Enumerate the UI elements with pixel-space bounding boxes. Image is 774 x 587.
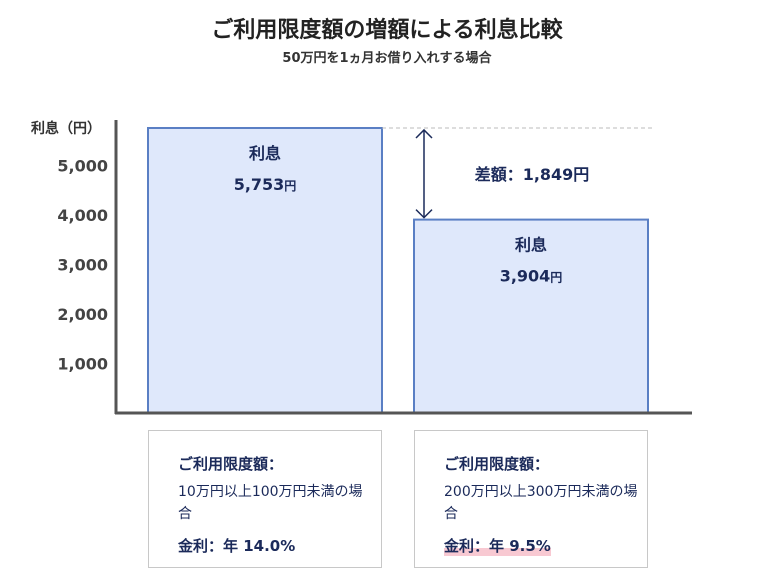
- y-tick-label: 4,000: [57, 206, 108, 225]
- interest-bar-chart: 利息（円）1,0002,0003,0004,0005,000利息5,753円利息…: [31, 120, 692, 415]
- bar: [147, 126, 383, 415]
- y-tick-label: 5,000: [57, 156, 108, 175]
- limit-card-condition: 200万円以上300万円未満の場合: [444, 484, 638, 522]
- difference-arrow-head-down: [415, 209, 433, 219]
- y-tick-label: 3,000: [57, 255, 108, 274]
- bar-caption: 利息: [515, 236, 547, 255]
- chart-title: ご利用限度額の増額による利息比較: [211, 18, 563, 43]
- difference-label: 差額：1,849円: [475, 165, 590, 184]
- chart-subtitle: 50万円を1ヵ月お借り入れする場合: [282, 51, 492, 66]
- bar-value-label: 5,753円: [234, 175, 297, 194]
- y-tick-label: 1,000: [57, 354, 108, 373]
- limit-card-2: ご利用限度額： 200万円以上300万円未満の場合 金利：年 9.5%: [414, 430, 648, 568]
- y-axis-label: 利息（円）: [31, 120, 101, 137]
- limit-card-caption: ご利用限度額：: [178, 455, 284, 473]
- limit-card-rate-highlighted: 金利：年 9.5%: [444, 535, 551, 556]
- limit-card-caption: ご利用限度額：: [444, 455, 550, 473]
- bar: [413, 218, 649, 414]
- limit-card-1: ご利用限度額： 10万円以上100万円未満の場合 金利：年 14.0%: [148, 430, 382, 568]
- limit-card-condition: 10万円以上100万円未満の場合: [178, 484, 363, 522]
- bar-caption: 利息: [249, 144, 281, 163]
- bar-value-label: 3,904円: [500, 267, 563, 286]
- difference-arrow-head-up: [415, 128, 433, 139]
- limit-card-rate: 金利：年 14.0%: [178, 537, 296, 555]
- y-tick-label: 2,000: [57, 305, 108, 324]
